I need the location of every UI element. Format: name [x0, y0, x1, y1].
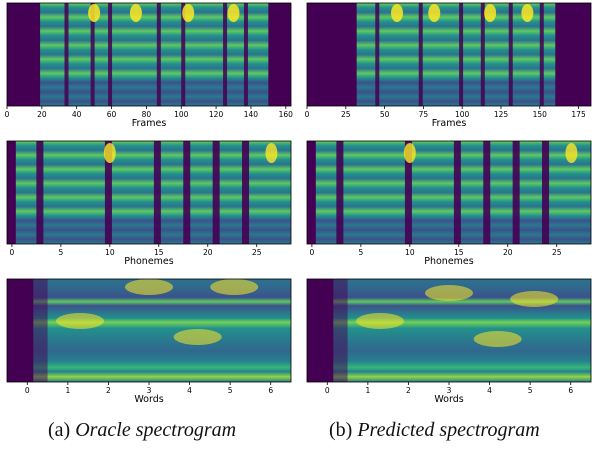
panel-a-phonemes: 0 5 10 15 20 25 Phonemes	[6, 140, 292, 267]
x-tick-label: 3	[447, 386, 452, 395]
x-tick-label: 3	[147, 386, 152, 395]
axes-frame	[6, 140, 292, 245]
x-tick-label: 160	[279, 110, 294, 119]
x-tick-label: 6	[568, 386, 573, 395]
x-tick-label: 75	[419, 110, 429, 119]
caption-b-prefix: (b)	[329, 419, 353, 441]
panel-a-words: 0 1 2 3 4 5 6 Words	[6, 278, 292, 405]
x-tick-label: 175	[571, 110, 586, 119]
x-tick-label: 1	[365, 386, 370, 395]
x-tick-label: 5	[228, 386, 233, 395]
x-axis-label: Phonemes	[124, 256, 174, 267]
x-axis-label: Words	[434, 394, 463, 405]
caption-b-title: Predicted spectrogram	[357, 419, 540, 441]
x-axis-label: Frames	[432, 118, 467, 129]
x-tick-label: 0	[10, 248, 15, 257]
x-tick-label: 0	[25, 386, 30, 395]
x-tick-label: 15	[454, 248, 464, 257]
x-tick-label: 6	[268, 386, 273, 395]
axes-frame	[6, 2, 292, 107]
x-tick-label: 100	[455, 110, 470, 119]
x-tick-label: 25	[552, 248, 562, 257]
x-tick-label: 60	[107, 110, 117, 119]
x-tick-label: 20	[503, 248, 513, 257]
x-tick-label: 140	[244, 110, 259, 119]
x-axis-label: Words	[134, 394, 163, 405]
caption-a: (a) Oracle spectrogram	[48, 419, 236, 442]
axes-frame	[306, 2, 592, 107]
x-tick-label: 125	[494, 110, 509, 119]
caption-a-title: Oracle spectrogram	[75, 419, 237, 441]
x-tick-label: 0	[310, 248, 315, 257]
x-tick-label: 5	[528, 386, 533, 395]
x-tick-label: 10	[405, 248, 415, 257]
x-tick-label: 20	[37, 110, 47, 119]
x-tick-label: 0	[5, 110, 10, 119]
spectrogram-image	[7, 3, 291, 106]
x-tick-label: 4	[187, 386, 192, 395]
x-tick-label: 2	[106, 386, 111, 395]
panel-b-frames: 0 25 50 75 100 125 150 175 Frames	[305, 2, 592, 129]
x-tick-label: 2	[406, 386, 411, 395]
spectrogram-image	[7, 279, 291, 382]
panel-b-words: 0 1 2 3 4 5 6 Words	[306, 278, 592, 405]
x-axis-label: Frames	[132, 118, 167, 129]
x-tick-label: 10	[105, 248, 115, 257]
x-tick-label: 5	[358, 248, 363, 257]
x-tick-label: 20	[203, 248, 213, 257]
x-tick-label: 0	[325, 386, 330, 395]
x-tick-label: 15	[154, 248, 164, 257]
x-tick-label: 100	[174, 110, 189, 119]
x-tick-label: 80	[142, 110, 152, 119]
x-tick-label: 40	[72, 110, 82, 119]
x-tick-label: 150	[533, 110, 548, 119]
x-tick-label: 5	[58, 248, 63, 257]
x-tick-label: 50	[380, 110, 390, 119]
panel-a-frames: 0 20 40 60 80 100 120 140 160 Frames	[5, 2, 294, 129]
x-tick-label: 0	[305, 110, 310, 119]
x-tick-label: 25	[341, 110, 351, 119]
x-tick-label: 4	[487, 386, 492, 395]
x-axis-label: Phonemes	[424, 256, 474, 267]
x-tick-label: 120	[209, 110, 224, 119]
x-tick-label: 1	[65, 386, 70, 395]
panel-b-phonemes: 0 5 10 15 20 25 Phonemes	[306, 140, 592, 267]
caption-b: (b) Predicted spectrogram	[329, 419, 540, 442]
caption-a-prefix: (a)	[48, 419, 71, 441]
x-tick-label: 25	[252, 248, 262, 257]
axes-frame	[306, 140, 592, 245]
